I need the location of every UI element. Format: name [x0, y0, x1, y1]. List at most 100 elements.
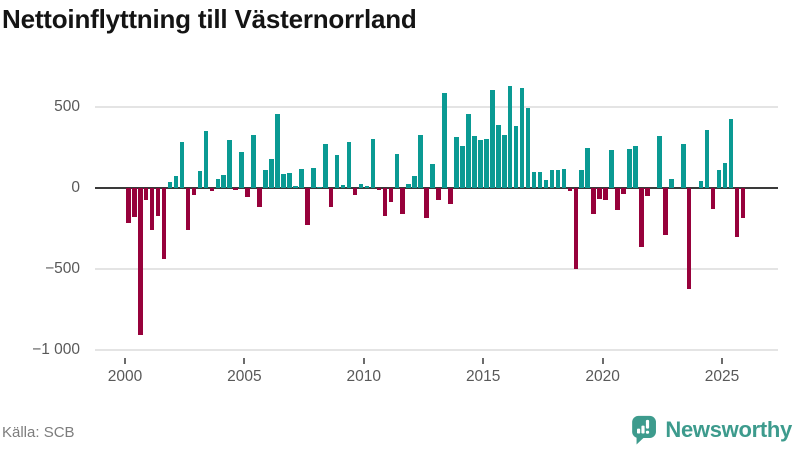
bar-positive: [334, 155, 340, 188]
x-axis-tick: [362, 358, 365, 364]
bar-positive: [394, 153, 400, 188]
bar-negative: [567, 188, 573, 192]
x-axis-tick: [721, 358, 723, 364]
bar-positive: [704, 129, 710, 188]
bar-positive: [239, 152, 244, 188]
bar-negative: [740, 188, 746, 218]
bar-negative: [621, 188, 626, 194]
bar-positive: [722, 163, 728, 188]
bar-negative: [143, 188, 149, 201]
bar-negative: [663, 188, 668, 236]
x-axis-tick: [482, 358, 485, 364]
bar-positive: [227, 139, 233, 188]
bar-negative: [573, 188, 579, 269]
bar-negative: [376, 188, 382, 191]
bar-positive: [489, 90, 495, 188]
source-label: Källa: SCB: [2, 424, 75, 441]
bar-positive: [322, 143, 328, 188]
bar-positive: [680, 144, 686, 188]
bar-negative: [710, 188, 716, 209]
x-axis-label: 2005: [227, 368, 262, 385]
bar-positive: [698, 181, 704, 188]
x-axis-tick: [243, 358, 246, 364]
y-axis-label: 500: [54, 98, 80, 115]
bar-negative: [126, 188, 131, 223]
bar-positive: [585, 147, 591, 188]
bar-negative: [597, 188, 602, 199]
x-axis-label: 2015: [465, 368, 501, 385]
bar-negative: [639, 188, 644, 248]
newsworthy-bubble-chart-icon: [632, 415, 657, 445]
x-axis-label: 2010: [346, 368, 382, 385]
bar-positive: [531, 171, 537, 188]
bar-positive: [430, 164, 435, 188]
bar-positive: [269, 158, 274, 188]
bar-positive: [549, 169, 555, 188]
bar-positive: [442, 93, 447, 188]
bar-negative: [388, 188, 394, 202]
y-axis-label: −1 000: [32, 341, 80, 358]
bar-negative: [131, 188, 137, 217]
x-axis-label: 2000: [107, 368, 143, 385]
bar-positive: [406, 183, 412, 188]
bar-positive: [418, 134, 423, 188]
bar-positive: [466, 113, 471, 188]
x-axis-label: 2025: [704, 368, 740, 385]
bar-positive: [728, 118, 734, 188]
newsworthy-wordmark: Newsworthy: [665, 417, 792, 442]
bar-negative: [645, 188, 650, 197]
bar-positive: [346, 141, 352, 188]
bar-positive: [627, 148, 632, 188]
bar-positive: [221, 175, 227, 188]
bar-positive: [179, 141, 185, 188]
bar-positive: [716, 169, 722, 188]
bar-positive: [519, 88, 525, 188]
bar-negative: [137, 188, 143, 336]
bar-positive: [316, 187, 322, 188]
bar-negative: [734, 188, 740, 237]
bar-positive: [299, 168, 304, 188]
bar-positive: [173, 176, 179, 188]
bar-negative: [328, 188, 334, 207]
bar-positive: [167, 182, 173, 188]
bar-positive: [537, 171, 543, 188]
bar-positive: [579, 169, 585, 188]
bar-negative: [603, 188, 608, 201]
bar-positive: [501, 134, 507, 188]
bar-positive: [555, 169, 561, 188]
bar-negative: [686, 188, 692, 290]
bar-negative: [400, 188, 406, 214]
bar-negative: [233, 188, 238, 191]
bar-negative: [149, 188, 155, 231]
bar-positive: [215, 178, 221, 188]
bar-negative: [615, 188, 620, 211]
bar-positive: [263, 170, 268, 188]
gridline: [95, 349, 778, 351]
bar-positive: [454, 136, 459, 188]
x-axis-tick: [124, 358, 126, 364]
bar-positive: [495, 124, 501, 188]
bar-negative: [257, 188, 262, 208]
bar-negative: [448, 188, 453, 205]
bar-positive: [609, 150, 614, 188]
bar-positive: [561, 168, 567, 188]
bar-negative: [245, 188, 250, 197]
x-axis-tick: [601, 358, 604, 364]
bar-negative: [424, 188, 429, 218]
bar-positive: [543, 179, 549, 188]
y-axis-label: −500: [45, 260, 80, 277]
bar-positive: [251, 135, 256, 188]
bar-negative: [209, 188, 215, 192]
chart-title: Nettoinflyttning till Västernorrland: [2, 4, 417, 34]
bar-positive: [657, 136, 662, 188]
bar-negative: [161, 188, 167, 260]
y-axis-label: 0: [71, 179, 80, 196]
bar-positive: [472, 136, 477, 188]
bar-positive: [364, 185, 370, 188]
bar-negative: [382, 188, 388, 217]
bar-positive: [293, 186, 298, 188]
bar-negative: [305, 188, 310, 226]
bar-negative: [191, 188, 197, 196]
bar-negative: [591, 188, 597, 214]
bar-negative: [185, 188, 191, 231]
